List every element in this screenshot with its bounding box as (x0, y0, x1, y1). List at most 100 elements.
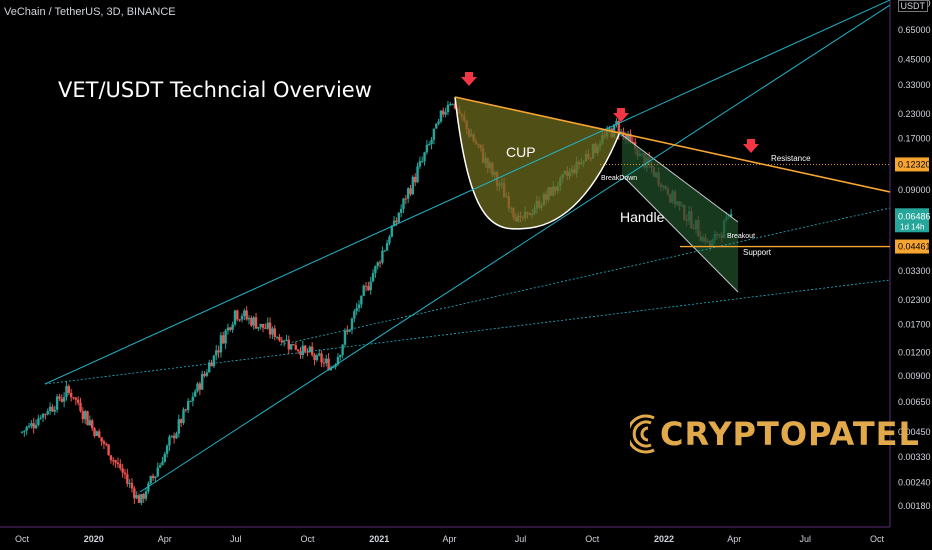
y-tick-label: 0.65000 (898, 25, 931, 35)
candle (348, 329, 351, 333)
candle (294, 341, 298, 351)
candle (149, 475, 152, 485)
candle-body (428, 144, 431, 146)
candle-body (95, 431, 99, 437)
candle (62, 392, 66, 408)
candle-body (299, 351, 302, 355)
candle (371, 269, 375, 283)
candle-body (100, 437, 103, 442)
y-tick-label: 0.00180 (898, 501, 931, 511)
candle-body (107, 444, 110, 456)
resistance-trendline (454, 96, 891, 193)
candle (296, 349, 300, 354)
candle-body (631, 141, 635, 143)
candle-body (130, 483, 134, 489)
candle (172, 432, 176, 444)
candle-body (416, 166, 419, 183)
candle (413, 173, 417, 187)
candle-body (367, 286, 370, 291)
candle-body (271, 328, 274, 335)
x-tick-label: Oct (870, 534, 885, 544)
handle-channel-fill (622, 135, 738, 292)
candle (198, 381, 202, 396)
resistance-price-badge-box (895, 157, 929, 172)
candle-body (238, 319, 241, 321)
candle (418, 156, 422, 169)
candle (93, 426, 96, 438)
candle-body (65, 386, 68, 398)
candle (30, 420, 33, 429)
candle (231, 321, 234, 333)
candle-body (175, 433, 178, 439)
candle (222, 331, 225, 344)
breakout-label: Breakout (727, 233, 755, 240)
candle (353, 309, 356, 323)
candle-body (219, 335, 223, 353)
x-tick-label: Apr (727, 534, 741, 544)
candle (416, 162, 419, 183)
candle (423, 151, 426, 166)
candle (39, 415, 42, 420)
x-tick-label: Apr (158, 534, 172, 544)
candle-body (273, 328, 276, 337)
candle-body (615, 121, 618, 125)
candle-body (39, 417, 42, 419)
down-arrow-icon (743, 139, 759, 153)
candle-body (252, 317, 255, 326)
candle (437, 118, 440, 126)
candle (208, 359, 211, 373)
candle (374, 265, 377, 278)
candle-body (154, 476, 157, 479)
x-tick-label: 2021 (369, 534, 389, 544)
candle-body (229, 327, 232, 330)
candle (81, 407, 85, 424)
y-tick-label: 0.03300 (898, 266, 931, 276)
candle-body (357, 304, 361, 309)
candle-body (193, 391, 197, 397)
candle (128, 478, 131, 489)
candle-body (163, 453, 166, 462)
candle-body (137, 495, 141, 503)
candle-body (308, 346, 312, 352)
candle-body (360, 295, 363, 305)
candle (154, 476, 157, 483)
candle (289, 344, 293, 351)
candle (444, 107, 447, 118)
candle-body (303, 345, 307, 352)
candle (217, 345, 220, 359)
candle (411, 175, 415, 196)
candle-body (133, 488, 136, 499)
candle (184, 408, 188, 413)
candle (179, 418, 183, 428)
candle-body (254, 317, 258, 329)
candle-body (140, 494, 143, 503)
candle (275, 336, 279, 340)
candle (285, 334, 288, 342)
candle-body (119, 464, 122, 469)
candle (140, 493, 143, 506)
candle-body (53, 409, 56, 412)
candle (341, 344, 344, 359)
candle-body (350, 318, 354, 330)
candle-body (449, 104, 452, 106)
candle-body (289, 344, 293, 350)
candle-body (325, 358, 328, 364)
candle (48, 402, 52, 415)
candle-body (51, 406, 54, 412)
candle (126, 468, 129, 487)
candle-body (278, 336, 281, 341)
candle (158, 463, 162, 468)
currency-label[interactable]: USDT (897, 0, 928, 12)
candle-body (34, 424, 38, 429)
candle-body (296, 349, 300, 352)
candle-body (48, 406, 52, 412)
candle-body (624, 134, 628, 140)
candle (425, 140, 429, 155)
candle (203, 371, 206, 378)
candle (367, 281, 370, 291)
candle (186, 398, 190, 414)
candle-body (355, 308, 358, 312)
candle-body (280, 340, 283, 343)
y-tick-label: 0.17000 (898, 133, 931, 143)
